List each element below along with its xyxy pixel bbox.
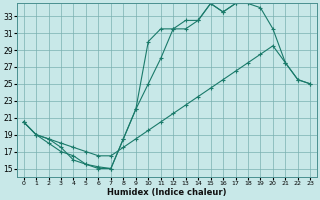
X-axis label: Humidex (Indice chaleur): Humidex (Indice chaleur) <box>107 188 227 197</box>
